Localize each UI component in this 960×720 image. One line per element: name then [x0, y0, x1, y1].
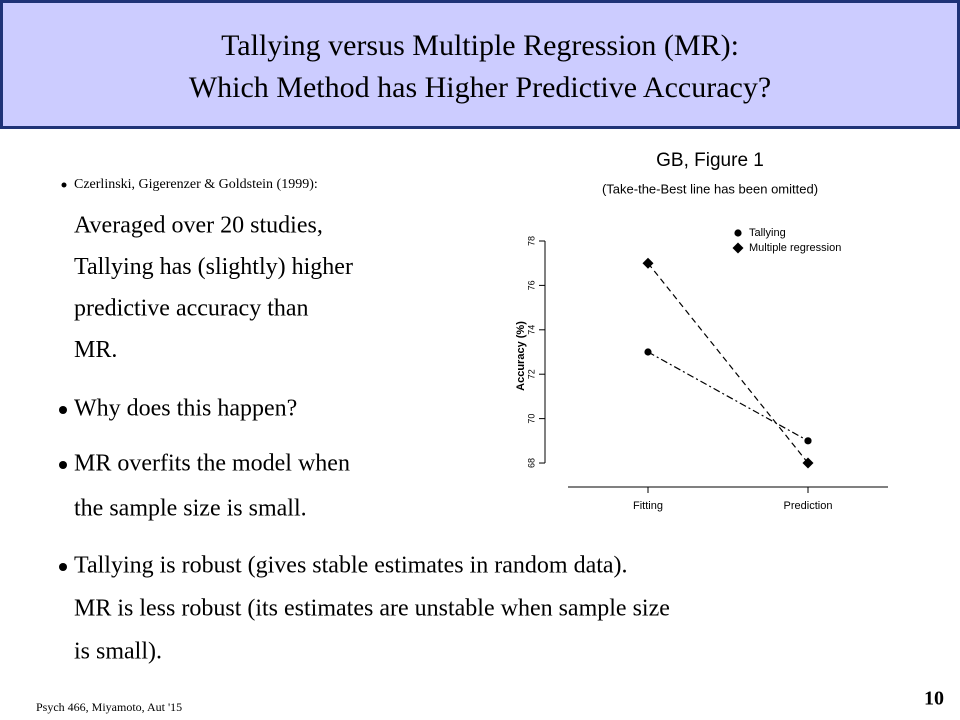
- marker: [802, 457, 814, 469]
- bullet-line: MR is less robust (its estimates are uns…: [74, 596, 670, 622]
- x-tick-label: Fitting: [633, 500, 663, 512]
- title-line: Which Method has Higher Predictive Accur…: [189, 71, 771, 104]
- page-number: 10: [924, 688, 944, 710]
- y-axis-label: Accuracy (%): [515, 321, 527, 391]
- title-line: Tallying versus Multiple Regression (MR)…: [221, 29, 739, 62]
- bullet-line: is small).: [74, 639, 162, 665]
- x-tick-label: Prediction: [784, 500, 833, 512]
- marker: [642, 257, 654, 269]
- marker: [732, 242, 744, 254]
- y-tick-label: 70: [526, 414, 536, 424]
- bullet: [61, 182, 67, 188]
- y-tick-label: 78: [526, 236, 536, 246]
- bullet-line: Tallying is robust (gives stable estimat…: [74, 553, 628, 579]
- finding-line: Tallying has (slightly) higher: [74, 254, 353, 280]
- y-tick-label: 74: [526, 325, 536, 335]
- bullet-line: the sample size is small.: [74, 496, 307, 522]
- bullet-line: Why does this happen?: [74, 396, 297, 422]
- footer-course: Psych 466, Miyamoto, Aut '15: [36, 700, 182, 714]
- y-tick-label: 72: [526, 369, 536, 379]
- y-tick-label: 76: [526, 280, 536, 290]
- bullet: [59, 406, 67, 414]
- y-tick-label: 68: [526, 458, 536, 468]
- chart: 68 70 72 74 76 78 Accuracy (%) Fitting Predictio…: [515, 227, 888, 512]
- bullet: [59, 461, 67, 469]
- header-box: [0, 0, 960, 129]
- series-line: [647, 351, 809, 442]
- marker: [644, 348, 652, 356]
- finding-line: predictive accuracy than: [74, 296, 309, 322]
- legend-label: Multiple regression: [749, 242, 841, 254]
- figure-title: GB, Figure 1: [656, 150, 764, 171]
- finding-line: MR.: [74, 337, 117, 363]
- citation: Czerlinski, Gigerenzer & Goldstein (1999…: [74, 177, 318, 192]
- figure-caption: (Take-the-Best line has been omitted): [602, 181, 818, 196]
- finding-line: Averaged over 20 studies,: [74, 213, 323, 239]
- series-line: [647, 262, 809, 464]
- marker: [734, 229, 742, 237]
- marker: [804, 437, 812, 445]
- bullet: [59, 563, 67, 571]
- legend-label: Tallying: [749, 227, 786, 239]
- bullet-line: MR overfits the model when: [74, 451, 350, 477]
